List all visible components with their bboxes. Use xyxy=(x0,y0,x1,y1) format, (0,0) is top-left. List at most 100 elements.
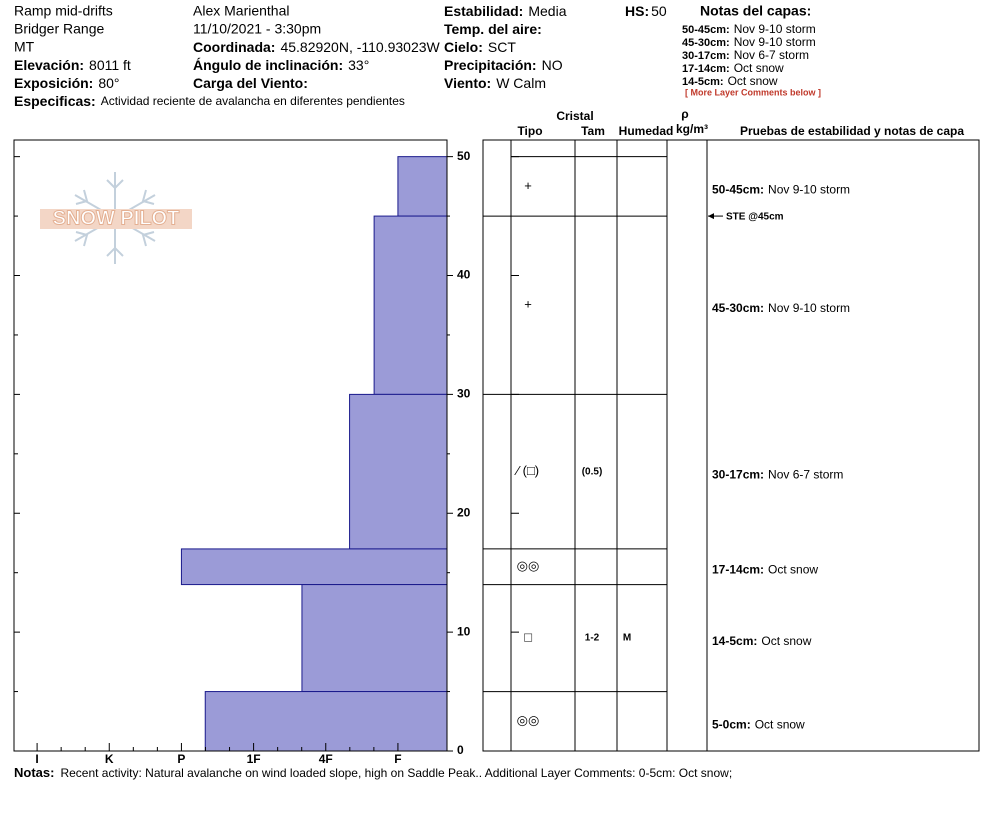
hardness-tick-label: P xyxy=(177,752,185,766)
field: Temp. del aire: xyxy=(444,21,542,37)
test-label: STE @45cm xyxy=(726,212,784,223)
column-header: Tam xyxy=(581,124,605,138)
field-label: Especificas: xyxy=(14,93,96,109)
field: Elevación: 8011 ft xyxy=(14,57,131,73)
layer-note: 30-17cm: Nov 6-7 storm xyxy=(682,48,809,62)
grain-size: 1-2 xyxy=(585,633,600,644)
hardness-tick-label: 1F xyxy=(247,752,261,766)
hardness-bar xyxy=(180,548,448,586)
layer-note-range: 50-45cm: xyxy=(682,24,730,36)
layer-table-frame xyxy=(482,139,980,752)
test-arrow-head xyxy=(708,213,714,220)
plot-frame xyxy=(13,139,448,752)
hardness-bar xyxy=(349,393,448,550)
layer-note: 45-30cm: Nov 9-10 storm xyxy=(682,35,816,49)
layer-comment: 30-17cm: Nov 6-7 storm xyxy=(712,468,843,482)
field-label: Cielo: xyxy=(444,39,483,55)
field: Especificas: Actividad reciente de avalan… xyxy=(14,93,405,109)
layer-comment: 17-14cm: Oct snow xyxy=(712,563,818,577)
layer-comment-range: 45-30cm: xyxy=(712,301,764,315)
logo-band xyxy=(40,209,192,229)
hardness-bar xyxy=(301,584,448,693)
layer-note-text: Oct snow xyxy=(728,74,778,88)
field-label: Estabilidad: xyxy=(444,3,523,19)
grain-type: ◎◎ xyxy=(517,713,540,728)
layer-note-text: Oct snow xyxy=(734,61,784,75)
grain-type: + xyxy=(524,178,532,193)
field-value: SCT xyxy=(488,39,516,55)
field-label: Elevación: xyxy=(14,57,84,73)
notes-text: Recent activity: Natural avalanche on wi… xyxy=(60,766,732,780)
layer-comment-text: Oct snow xyxy=(761,634,811,648)
layer-note-range: 17-14cm: xyxy=(682,63,730,75)
field-text: Notas del capas: xyxy=(700,3,811,19)
layer-comment-range: 30-17cm: xyxy=(712,468,764,482)
field: Precipitación: NO xyxy=(444,57,563,73)
field-label: HS: xyxy=(625,3,649,19)
grain-type: ◎◎ xyxy=(517,558,540,573)
field-value: 80° xyxy=(98,75,119,91)
field-text: 11/10/2021 - 3:30pm xyxy=(193,21,321,37)
field-value: 50 xyxy=(651,3,667,19)
layer-note-range: 45-30cm: xyxy=(682,37,730,49)
hardness-bar xyxy=(373,215,448,395)
field-label: Precipitación: xyxy=(444,57,537,73)
layer-comment: 50-45cm: Nov 9-10 storm xyxy=(712,183,850,197)
field: Viento: W Calm xyxy=(444,75,546,91)
field-value: 45.82920N, -110.93023W xyxy=(280,39,440,55)
layer-comment-text: Nov 9-10 storm xyxy=(768,183,850,197)
depth-tick-label: 10 xyxy=(457,624,471,638)
field-label: Viento: xyxy=(444,75,491,91)
layer-comment-range: 5-0cm: xyxy=(712,717,751,731)
layer-note-text: Nov 6-7 storm xyxy=(734,48,809,62)
depth-tick-label: 20 xyxy=(457,505,471,519)
field-value: 33° xyxy=(348,57,369,73)
grain-type: + xyxy=(524,297,532,312)
field-value: Media xyxy=(528,3,566,19)
field-label: Carga del Viento: xyxy=(193,75,308,91)
depth-tick-label: 0 xyxy=(457,743,464,757)
field-text: MT xyxy=(14,39,35,55)
field-text: [ More Layer Comments below ] xyxy=(685,87,821,97)
layer-comment-text: Nov 9-10 storm xyxy=(768,301,850,315)
column-header: kg/m³ xyxy=(676,122,708,136)
column-header: Tipo xyxy=(517,124,542,138)
field-label: Ángulo de inclinación: xyxy=(193,57,343,73)
hardness-tick-label: 4F xyxy=(319,752,333,766)
moisture: M xyxy=(623,633,631,644)
layer-comment-text: Oct snow xyxy=(755,717,805,731)
layer-note: 50-45cm: Nov 9-10 storm xyxy=(682,22,816,36)
field-label: Coordinada: xyxy=(193,39,275,55)
layer-comment: 14-5cm: Oct snow xyxy=(712,634,812,648)
depth-tick-label: 40 xyxy=(457,268,471,282)
field: Estabilidad: Media xyxy=(444,3,567,19)
field-value: Actividad reciente de avalancha en difer… xyxy=(101,94,405,108)
field-value: 8011 ft xyxy=(89,57,131,73)
field: Carga del Viento: xyxy=(193,75,308,91)
column-header: Pruebas de estabilidad y notas de capa xyxy=(740,124,964,138)
field-text: Ramp mid-drifts xyxy=(14,3,113,19)
field: Ángulo de inclinación: 33° xyxy=(193,57,369,73)
hardness-tick-label: I xyxy=(35,752,38,766)
field: Cielo: SCT xyxy=(444,39,516,55)
column-header: Cristal xyxy=(556,109,593,123)
layer-note-range: 14-5cm: xyxy=(682,76,724,88)
grain-size: (0.5) xyxy=(582,466,603,477)
layer-comment-text: Nov 6-7 storm xyxy=(768,468,843,482)
layer-note-text: Nov 9-10 storm xyxy=(734,35,816,49)
layer-comment-text: Oct snow xyxy=(768,563,818,577)
field-label: Exposición: xyxy=(14,75,93,91)
depth-tick-label: 50 xyxy=(457,149,471,163)
layer-note: 17-14cm: Oct snow xyxy=(682,61,784,75)
field-value: NO xyxy=(542,57,563,73)
field-text: Bridger Range xyxy=(14,21,104,37)
field-value: W Calm xyxy=(496,75,546,91)
layer-note-range: 30-17cm: xyxy=(682,50,730,62)
hardness-tick-label: F xyxy=(394,752,401,766)
notes-label: Notas: xyxy=(14,765,54,780)
layer-comment-range: 50-45cm: xyxy=(712,183,764,197)
grain-type: ⁄ (□) xyxy=(514,463,539,478)
column-header: ρ xyxy=(681,107,688,121)
hardness-tick-label: K xyxy=(105,752,114,766)
logo-text: SNOW PILOT xyxy=(53,207,180,229)
